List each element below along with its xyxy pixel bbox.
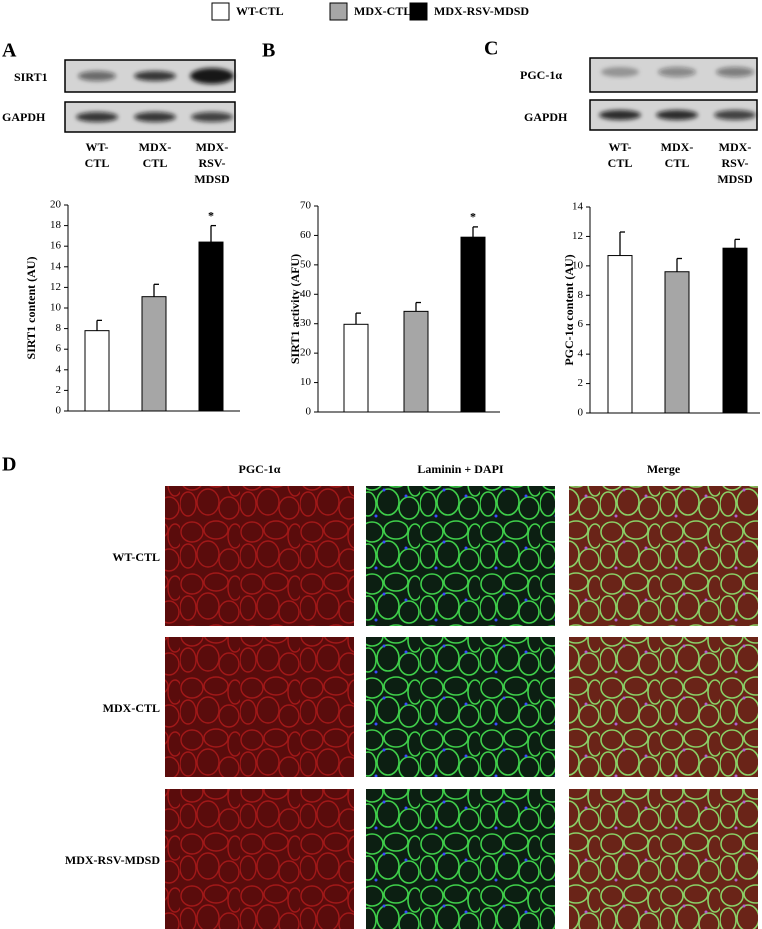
y-tick-label: 40 (300, 288, 312, 300)
panel-letter: D (2, 454, 16, 476)
row-label: MDX-RSV-MDSD (65, 853, 160, 867)
y-tick-label: 12 (572, 230, 583, 242)
blot-band (656, 110, 698, 120)
bar (460, 236, 486, 413)
blot-band (134, 71, 176, 81)
bar (722, 247, 748, 414)
bar (343, 323, 369, 413)
lane-label: MDX- (139, 140, 172, 154)
bar (607, 255, 633, 414)
y-axis-label: PGC-1α content (AU) (562, 254, 576, 365)
lane-label: RSV- (198, 156, 225, 170)
y-tick-label: 0 (306, 406, 312, 418)
micrograph (366, 637, 555, 777)
column-header: Laminin + DAPI (417, 462, 504, 476)
blot-band (716, 67, 754, 77)
bar (198, 241, 224, 412)
lane-label: CTL (85, 156, 110, 170)
blot-band (78, 71, 116, 81)
panel-letter: C (484, 38, 498, 60)
y-tick-label: 6 (578, 318, 584, 330)
lane-label: MDX- (196, 140, 229, 154)
lane-label: RSV- (721, 156, 748, 170)
lane-label: MDSD (717, 172, 753, 186)
bar (664, 271, 690, 414)
y-tick-label: 6 (56, 343, 62, 355)
y-tick-label: 70 (300, 200, 312, 212)
y-tick-label: 12 (50, 281, 61, 293)
micrograph (569, 486, 758, 626)
blot-label: SIRT1 (14, 70, 48, 84)
blot-band (599, 110, 641, 120)
legend-label: WT-CTL (236, 4, 284, 18)
blot-band (76, 112, 118, 122)
y-tick-label: 50 (300, 258, 312, 270)
y-tick-label: 10 (300, 376, 312, 388)
legend-swatch (211, 2, 230, 21)
y-tick-label: 4 (578, 348, 584, 360)
blot-band (134, 112, 176, 122)
bar (403, 310, 429, 413)
lane-label: MDX- (661, 140, 694, 154)
legend-swatch (409, 2, 428, 21)
y-tick-label: 20 (50, 199, 62, 211)
legend-label: MDX-RSV-MDSD (434, 4, 529, 18)
y-tick-label: 2 (578, 377, 584, 389)
y-tick-label: 30 (300, 317, 312, 329)
lane-label: MDX- (719, 140, 752, 154)
y-tick-label: 2 (56, 384, 62, 396)
legend-swatch (329, 2, 348, 21)
lane-label: MDSD (194, 172, 230, 186)
y-tick-label: 18 (50, 219, 62, 231)
lane-label: CTL (143, 156, 168, 170)
blot-band (714, 110, 756, 120)
row-label: MDX-CTL (103, 701, 160, 715)
significance-mark: * (208, 208, 214, 222)
legend-label: MDX-CTL (354, 4, 411, 18)
panel-letter: A (2, 40, 17, 62)
micrograph (569, 637, 758, 777)
blot-band (191, 112, 233, 122)
lane-label: WT- (609, 140, 632, 154)
column-header: PGC-1α (238, 462, 280, 476)
y-tick-label: 14 (50, 260, 62, 272)
blot-label: PGC-1α (520, 68, 562, 82)
y-tick-label: 0 (56, 405, 62, 417)
y-tick-label: 8 (578, 289, 584, 301)
micrograph (366, 486, 555, 626)
lane-label: CTL (665, 156, 690, 170)
y-tick-label: 10 (50, 302, 62, 314)
blot-label: GAPDH (524, 110, 568, 124)
blot-band (190, 68, 234, 84)
bar (141, 296, 167, 412)
blot-band (658, 67, 696, 77)
panel-letter: B (262, 40, 275, 62)
y-tick-label: 20 (300, 347, 312, 359)
lane-label: WT- (86, 140, 109, 154)
column-header: Merge (647, 462, 681, 476)
row-label: WT-CTL (112, 550, 160, 564)
y-tick-label: 4 (56, 363, 62, 375)
micrograph (569, 789, 758, 929)
y-tick-label: 16 (50, 240, 62, 252)
blot-label: GAPDH (2, 110, 46, 124)
y-tick-label: 0 (578, 407, 584, 419)
micrograph (165, 486, 354, 626)
y-tick-label: 14 (572, 201, 584, 213)
y-tick-label: 10 (572, 259, 584, 271)
y-tick-label: 8 (56, 322, 62, 334)
micrograph (165, 789, 354, 929)
y-axis-label: SIRT1 content (AU) (24, 257, 38, 360)
bar (84, 330, 110, 412)
micrograph (165, 637, 354, 777)
micrograph (366, 789, 555, 929)
blot-band (601, 67, 639, 77)
y-axis-label: SIRT1 activity (AFU) (288, 254, 302, 364)
y-tick-label: 60 (300, 229, 312, 241)
significance-mark: * (470, 210, 476, 224)
lane-label: CTL (608, 156, 633, 170)
